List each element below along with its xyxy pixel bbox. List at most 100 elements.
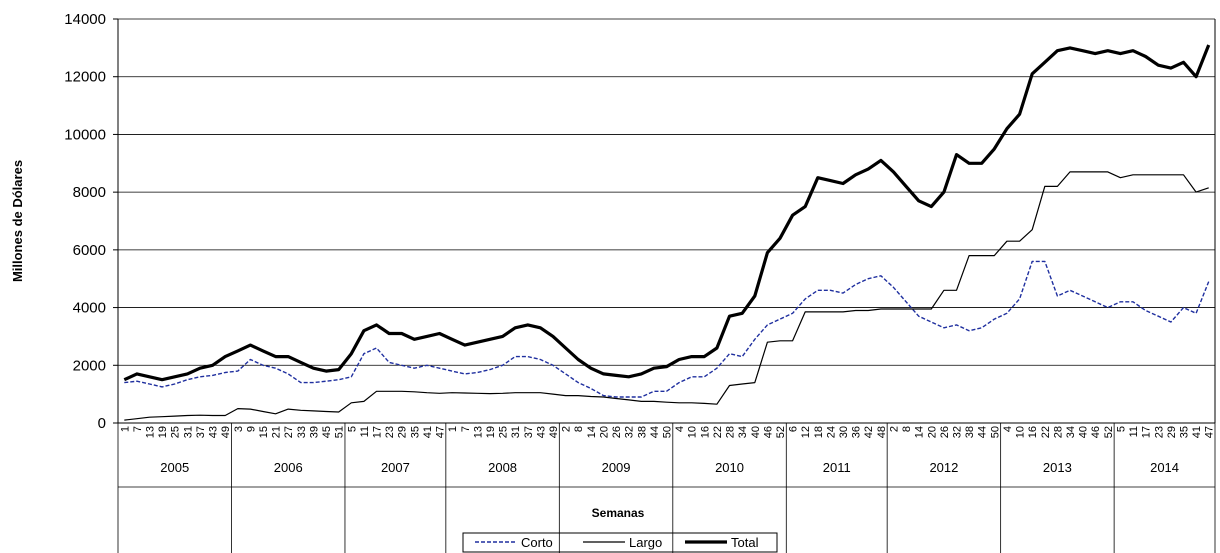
- x-tick-label: 46: [762, 426, 774, 438]
- x-tick-label: 25: [498, 426, 510, 438]
- x-tick-label: 41: [1191, 426, 1203, 438]
- series-line: [124, 260, 1210, 398]
- x-tick-label: 19: [157, 426, 169, 438]
- x-group-label: 2011: [823, 460, 851, 475]
- y-axis-title: Millones de Dólares: [10, 160, 25, 282]
- x-tick-label: 15: [258, 426, 270, 438]
- x-tick-label: 13: [145, 426, 157, 438]
- x-axis-title: Semanas: [592, 506, 645, 520]
- y-tick-label: 0: [98, 415, 106, 432]
- x-tick-label: 29: [1166, 426, 1178, 438]
- x-tick-label: 32: [952, 426, 964, 438]
- x-tick-label: 20: [598, 426, 610, 438]
- x-group-label: 2007: [381, 460, 410, 475]
- x-tick-label: 32: [624, 426, 636, 438]
- x-tick-label: 21: [271, 426, 283, 438]
- x-tick-label: 41: [422, 426, 434, 438]
- x-group-label: 2009: [602, 460, 631, 475]
- x-tick-label: 28: [1052, 426, 1064, 438]
- x-tick-label: 4: [674, 426, 686, 432]
- x-tick-label: 12: [800, 426, 812, 438]
- x-tick-label: 10: [687, 426, 699, 438]
- x-tick-label: 11: [1128, 426, 1140, 437]
- x-tick-label: 24: [825, 426, 837, 438]
- x-tick-label: 30: [838, 426, 850, 438]
- x-tick-label: 34: [1065, 426, 1077, 438]
- x-tick-label: 22: [1040, 426, 1052, 438]
- x-tick-label: 31: [510, 426, 522, 438]
- x-tick-label: 1: [119, 426, 131, 432]
- x-tick-label: 40: [750, 426, 762, 438]
- x-tick-label: 37: [523, 426, 535, 438]
- x-tick-label: 18: [813, 426, 825, 438]
- x-group-label: 2012: [929, 460, 958, 475]
- x-tick-label: 52: [1103, 426, 1115, 438]
- x-tick-label: 38: [964, 426, 976, 438]
- x-tick-label: 35: [409, 426, 421, 438]
- x-tick-label: 27: [283, 426, 295, 438]
- x-tick-label: 25: [170, 426, 182, 438]
- x-group-label: 2014: [1150, 460, 1179, 475]
- x-tick-label: 8: [901, 426, 913, 432]
- x-group-label: 2010: [715, 460, 744, 475]
- x-tick-label: 19: [485, 426, 497, 438]
- x-tick-label: 33: [296, 426, 308, 438]
- x-tick-label: 42: [863, 426, 875, 438]
- x-tick-label: 36: [851, 426, 863, 438]
- x-tick-label: 17: [371, 426, 383, 438]
- x-tick-label: 43: [208, 426, 220, 438]
- x-tick-label: 50: [662, 426, 674, 438]
- x-tick-label: 45: [321, 426, 333, 438]
- x-tick-label: 5: [346, 426, 358, 432]
- y-tick-label: 6000: [73, 242, 106, 259]
- x-tick-label: 22: [712, 426, 724, 438]
- x-tick-label: 23: [1153, 426, 1165, 438]
- x-tick-label: 4: [1002, 426, 1014, 432]
- x-tick-label: 23: [384, 426, 396, 438]
- x-tick-label: 10: [1015, 426, 1027, 438]
- x-tick-label: 46: [1090, 426, 1102, 438]
- x-tick-label: 48: [876, 426, 888, 438]
- x-tick-label: 26: [939, 426, 951, 438]
- x-tick-label: 13: [472, 426, 484, 438]
- x-tick-label: 17: [1141, 426, 1153, 438]
- x-tick-label: 16: [1027, 426, 1039, 438]
- x-tick-label: 31: [182, 426, 194, 438]
- x-tick-label: 49: [548, 426, 560, 438]
- y-tick-label: 2000: [73, 357, 106, 374]
- x-tick-label: 49: [220, 426, 232, 438]
- x-tick-label: 7: [460, 426, 472, 432]
- x-tick-label: 20: [926, 426, 938, 438]
- x-tick-label: 14: [586, 426, 598, 438]
- x-tick-label: 29: [397, 426, 409, 438]
- x-tick-label: 6: [788, 426, 800, 432]
- y-tick-label: 4000: [73, 300, 106, 317]
- series-line: [124, 171, 1209, 421]
- x-tick-label: 2: [561, 426, 573, 432]
- x-tick-label: 35: [1178, 426, 1190, 438]
- x-tick-label: 43: [535, 426, 547, 438]
- x-group-label: 2006: [274, 460, 303, 475]
- x-tick-label: 14: [914, 426, 926, 438]
- x-tick-label: 5: [1115, 426, 1127, 432]
- x-tick-label: 37: [195, 426, 207, 438]
- legend-label: Corto: [521, 535, 553, 550]
- x-tick-label: 7: [132, 426, 144, 432]
- x-tick-label: 47: [435, 426, 447, 438]
- x-tick-label: 44: [649, 426, 661, 438]
- y-tick-label: 12000: [64, 69, 106, 86]
- x-tick-label: 44: [977, 426, 989, 438]
- x-tick-label: 9: [245, 426, 257, 432]
- x-tick-label: 16: [699, 426, 711, 438]
- y-tick-label: 8000: [73, 184, 106, 201]
- legend-label: Largo: [629, 535, 662, 550]
- legend-label: Total: [731, 535, 759, 550]
- x-tick-label: 11: [359, 426, 371, 437]
- x-tick-label: 2: [888, 426, 900, 432]
- x-tick-label: 34: [737, 426, 749, 438]
- x-tick-label: 39: [308, 426, 320, 438]
- x-tick-label: 3: [233, 426, 245, 432]
- x-tick-label: 51: [334, 426, 346, 438]
- y-tick-label: 10000: [64, 126, 106, 143]
